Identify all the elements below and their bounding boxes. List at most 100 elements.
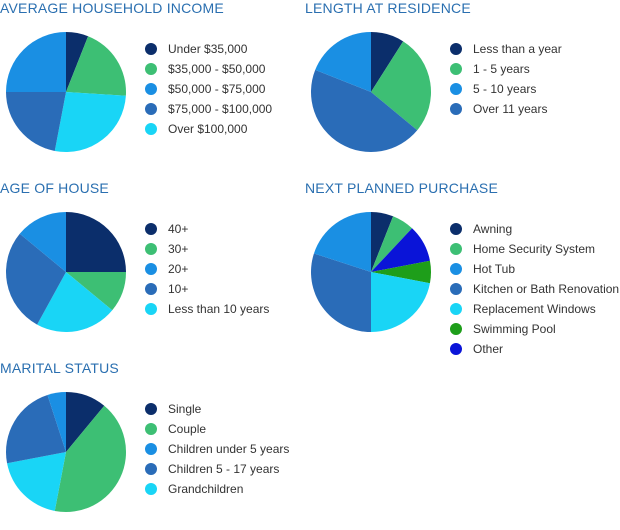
pie-slice-75-000-100-000 [5, 92, 66, 151]
legend-label: Kitchen or Bath Renovation [473, 282, 620, 296]
pie-slice-couple [54, 405, 127, 513]
pie-slice-40 [66, 212, 126, 272]
legend-item: Home Security System [450, 239, 619, 259]
legend-swatch [145, 403, 157, 415]
pie-slice-5-10-years [315, 31, 371, 92]
chart-title: AVERAGE HOUSEHOLD INCOME [0, 0, 224, 16]
legend: Under $35,000 $35,000 - $50,000 $50,000 - … [145, 39, 272, 139]
legend-swatch [450, 283, 462, 295]
legend-item: 5 - 10 years [450, 79, 562, 99]
pie-slice-over-100-000 [54, 92, 126, 153]
legend-label: Children under 5 years [168, 442, 290, 456]
legend-item: Over 11 years [450, 99, 562, 119]
legend-item: 20+ [145, 259, 269, 279]
legend-item: $50,000 - $75,000 [145, 79, 272, 99]
legend-label: Hot Tub [473, 262, 516, 276]
legend-label: Couple [168, 422, 207, 436]
legend-swatch [145, 103, 157, 115]
legend-item: Couple [145, 419, 289, 439]
chart-title: LENGTH AT RESIDENCE [305, 0, 471, 16]
legend-item: Over $100,000 [145, 119, 272, 139]
pie [311, 212, 432, 332]
pie-slice-swimming-pool [371, 260, 432, 284]
legend-swatch [145, 263, 157, 275]
legend-item: Hot Tub [450, 259, 619, 279]
legend: Awning Home Security System Hot Tub Kitchen… [450, 219, 619, 359]
pie [5, 31, 126, 153]
pie-slice-hot-tub [313, 212, 371, 272]
pie-slice-50-000-75-000 [6, 32, 66, 92]
chart-title: AGE OF HOUSE [0, 180, 109, 196]
legend-item: 30+ [145, 239, 269, 259]
legend-swatch [450, 83, 462, 95]
legend-swatch [450, 263, 462, 275]
legend: 40+ 30+ 20+ 10+ Less than 10 years [145, 219, 269, 319]
pie-slice-30 [66, 272, 126, 311]
legend-label: 1 - 5 years [473, 62, 530, 76]
pie-slice-kitchen-or-bath-renovation [311, 253, 371, 332]
pie-slice-children-under-5-years [47, 392, 66, 452]
legend-label: 5 - 10 years [473, 82, 537, 96]
legend-swatch [145, 223, 157, 235]
legend-label: Other [473, 342, 504, 356]
pie-slice-home-security-system [371, 216, 413, 272]
legend-label: Children 5 - 17 years [168, 462, 280, 476]
legend-item: 40+ [145, 219, 269, 239]
legend-label: Under $35,000 [168, 42, 248, 56]
legend-item: Kitchen or Bath Renovation [450, 279, 619, 299]
legend-swatch [450, 103, 462, 115]
pie-slice-grandchildren [7, 452, 66, 511]
legend-label: Less than a year [473, 42, 562, 56]
legend-swatch [450, 243, 462, 255]
legend-item: Awning [450, 219, 619, 239]
legend-swatch [145, 63, 157, 75]
legend-swatch [145, 443, 157, 455]
legend-swatch [145, 283, 157, 295]
legend-label: Single [168, 402, 202, 416]
legend-swatch [450, 303, 462, 315]
pie-slice-other [371, 228, 430, 272]
pie-slice-children-5-17-years [5, 394, 66, 464]
pie-slice-over-11-years [310, 69, 418, 153]
legend-label: 40+ [168, 222, 189, 236]
pie [5, 212, 126, 333]
legend-swatch [145, 43, 157, 55]
legend-label: Home Security System [473, 242, 596, 256]
legend-item: Under $35,000 [145, 39, 272, 59]
legend-label: Awning [473, 222, 513, 236]
legend-swatch [450, 343, 462, 355]
legend-label: Less than 10 years [168, 302, 270, 316]
pie-slice-20 [19, 212, 66, 272]
legend-label: $50,000 - $75,000 [168, 82, 266, 96]
legend-item: Children 5 - 17 years [145, 459, 289, 479]
legend-swatch [145, 463, 157, 475]
legend-item: Swimming Pool [450, 319, 619, 339]
legend-item: Other [450, 339, 619, 359]
legend-label: Over $100,000 [168, 122, 248, 136]
legend-item: $75,000 - $100,000 [145, 99, 272, 119]
pie-slice-awning [371, 212, 394, 272]
legend-item: Less than a year [450, 39, 562, 59]
legend-item: Children under 5 years [145, 439, 289, 459]
chart-title: MARITAL STATUS [0, 360, 119, 376]
legend-label: $75,000 - $100,000 [168, 102, 273, 116]
legend-item: Grandchildren [145, 479, 289, 499]
pie-slice-less-than-10-years [37, 272, 113, 333]
pie-slice-less-than-a-year [371, 32, 404, 92]
pie-slice-single [66, 392, 105, 452]
legend-swatch [145, 83, 157, 95]
legend-item: Less than 10 years [145, 299, 269, 319]
legend-swatch [450, 223, 462, 235]
pie [5, 392, 127, 513]
pie-slice-1-5-years [371, 41, 432, 131]
pie-slice-10 [5, 233, 67, 325]
legend-label: Swimming Pool [473, 322, 556, 336]
legend-swatch [450, 323, 462, 335]
legend-label: $35,000 - $50,000 [168, 62, 266, 76]
legend-swatch [450, 43, 462, 55]
legend-swatch [145, 123, 157, 135]
legend-item: 10+ [145, 279, 269, 299]
legend: Less than a year 1 - 5 years 5 - 10 years O… [450, 39, 562, 119]
legend-item: $35,000 - $50,000 [145, 59, 272, 79]
legend: Single Couple Children under 5 years Childr… [145, 399, 289, 499]
